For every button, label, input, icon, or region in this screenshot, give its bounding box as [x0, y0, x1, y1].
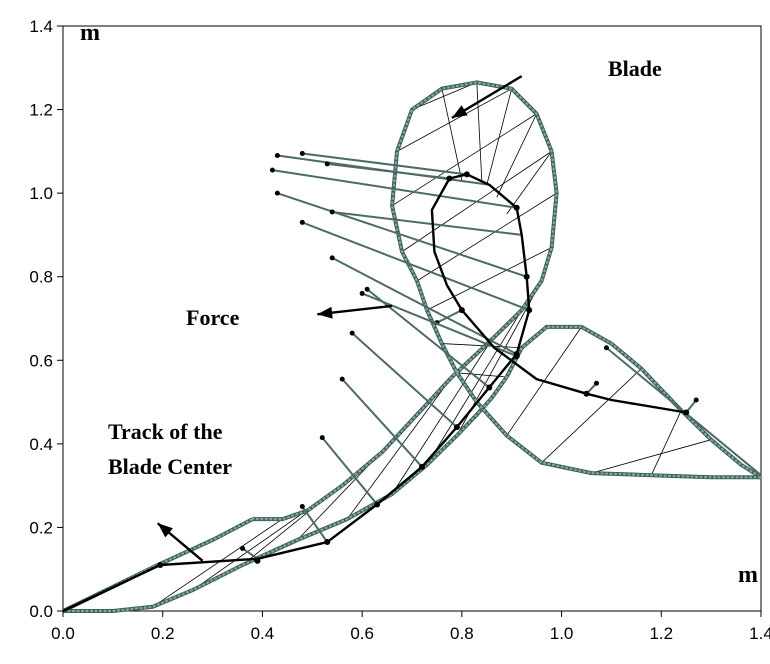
force-vector-tip — [359, 290, 365, 296]
y-tick-label: 0.2 — [29, 518, 53, 537]
force-vector — [301, 221, 530, 312]
force-vector-tip — [299, 219, 305, 225]
blade-chord — [396, 88, 512, 152]
track-marker — [453, 424, 460, 431]
y-tick-label: 1.4 — [29, 17, 53, 36]
x-tick-label: 0.8 — [450, 624, 474, 643]
track-marker — [486, 384, 493, 391]
blade-chord — [541, 368, 642, 463]
x-tick-label: 0.4 — [251, 624, 275, 643]
plot-area — [62, 25, 762, 612]
annotation-arrowhead — [317, 306, 333, 319]
blade-chord — [391, 113, 537, 207]
track-marker — [418, 463, 425, 470]
y-tick-label: 0.0 — [29, 602, 53, 621]
blade-chord — [346, 376, 453, 520]
y-tick-label: 0.6 — [29, 351, 53, 370]
blade-chord — [391, 339, 493, 495]
force-vector — [301, 505, 329, 543]
track-marker — [458, 307, 465, 314]
track-marker — [324, 539, 331, 546]
force-vector — [241, 547, 259, 560]
force-vector-tip — [324, 161, 330, 167]
force-vector-tip — [329, 255, 335, 261]
track-marker — [254, 557, 261, 564]
track-marker — [683, 409, 690, 416]
force-vector-tip — [593, 380, 599, 386]
blade-edge-upper — [252, 81, 761, 521]
track-marker — [374, 501, 381, 508]
annotation-arrowhead — [451, 105, 468, 118]
blade-chord — [152, 518, 283, 608]
x-tick-label: 0.2 — [151, 624, 175, 643]
force-vector — [332, 210, 522, 236]
blade-chord — [486, 88, 513, 185]
x-unit-label: m — [738, 562, 758, 588]
track-marker — [463, 171, 470, 178]
blade-chord — [411, 82, 477, 110]
x-tick-label: 0.6 — [350, 624, 374, 643]
x-axis-ticks: 0.0 0.2 0.4 0.6 0.8 1.0 1.2 1.4 — [51, 611, 770, 643]
blade-center-track — [62, 171, 690, 613]
track-marker — [583, 390, 590, 397]
force-vector-tip — [329, 209, 335, 215]
force-vector-tip — [239, 545, 245, 551]
force-vector — [351, 332, 458, 428]
annotation-blade: Blade — [608, 56, 662, 81]
blade-chord — [506, 151, 552, 215]
force-vector-tip — [274, 190, 280, 196]
blade-chord — [591, 439, 712, 474]
force-vector-tip — [319, 435, 325, 441]
blade-edge-lower — [63, 325, 762, 613]
blade-chord — [441, 88, 463, 181]
y-tick-label: 1.2 — [29, 101, 53, 120]
blade-chord — [496, 113, 538, 198]
force-vector-tip — [349, 330, 355, 336]
force-vector — [272, 169, 517, 209]
force-vector-tip — [274, 153, 280, 159]
annotation-track-line1: Track of the — [108, 419, 223, 444]
force-vector — [302, 152, 467, 176]
x-tick-label: 0.0 — [51, 624, 75, 643]
track-marker — [523, 273, 530, 280]
force-vector-tip — [339, 376, 345, 382]
y-unit-label: m — [80, 20, 100, 46]
annotation-arrowhead — [157, 523, 173, 538]
track-marker — [157, 562, 164, 569]
y-tick-label: 1.0 — [29, 184, 53, 203]
y-tick-label: 0.4 — [29, 435, 53, 454]
annotation-force: Force — [186, 305, 240, 330]
force-vector — [341, 378, 423, 468]
blade-chord — [441, 343, 522, 349]
blade-chord — [476, 82, 483, 181]
force-vector-tip — [603, 345, 609, 351]
blade-chord — [426, 309, 523, 465]
force-vector-tip — [299, 504, 305, 510]
track-marker — [446, 175, 453, 182]
force-vector-tip — [364, 286, 370, 292]
blade-outline — [62, 80, 763, 613]
force-vector — [277, 192, 527, 278]
blade-chord — [650, 410, 682, 476]
x-tick-label: 1.0 — [550, 624, 574, 643]
track-marker — [526, 307, 533, 314]
force-vector — [436, 309, 463, 324]
y-tick-label: 0.8 — [29, 268, 53, 287]
force-vector-tip — [299, 150, 305, 156]
x-tick-label: 1.4 — [749, 624, 770, 643]
blade-chord — [426, 247, 552, 311]
annotation-track-line2: Blade Center — [108, 454, 232, 479]
force-vector — [321, 436, 378, 506]
x-tick-label: 1.2 — [649, 624, 673, 643]
annotation-arrows — [156, 75, 523, 562]
y-axis-ticks: 0.0 0.2 0.4 0.6 0.8 1.0 1.2 1.4 — [29, 17, 63, 621]
track-marker — [513, 204, 520, 211]
force-vector-tip — [269, 167, 275, 173]
force-vector — [327, 162, 450, 180]
track-marker — [513, 353, 520, 360]
force-vector-tip — [693, 397, 699, 403]
